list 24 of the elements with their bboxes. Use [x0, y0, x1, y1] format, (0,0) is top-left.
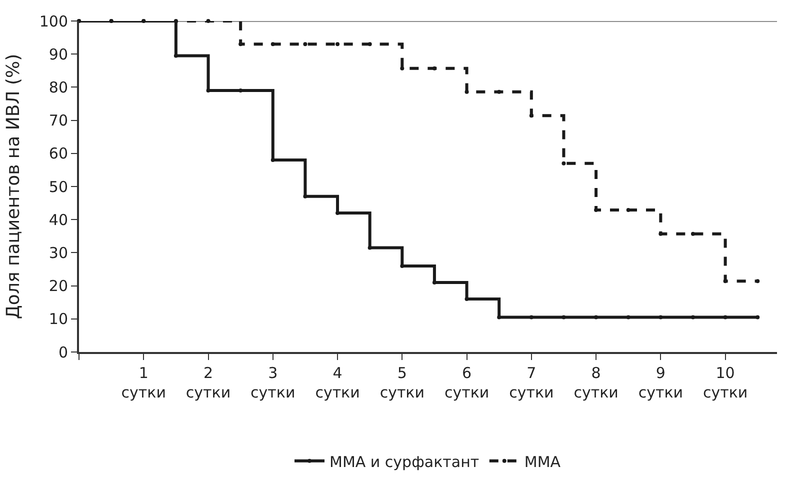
legend-label: ММА	[524, 452, 562, 471]
x-tick-label: 9 сутки	[638, 364, 684, 402]
y-tick-label: 0	[58, 343, 68, 362]
y-tick-label: 40	[48, 210, 68, 229]
y-tick-label: 90	[48, 45, 68, 64]
y-tick-label: 80	[48, 78, 68, 96]
x-tick-label: 10 сутки	[702, 364, 748, 402]
x-tick-label: 6 сутки	[444, 364, 490, 402]
y-tick-label: 50	[48, 178, 68, 196]
legend-label: ММА и сурфактант	[330, 452, 480, 471]
y-tick-label: 20	[48, 277, 68, 296]
y-tick-label: 100	[39, 12, 68, 30]
x-tick-label: 7 сутки	[509, 364, 554, 402]
y-tick-label: 10	[48, 310, 68, 328]
y-axis-title: Доля пациентов на ИВЛ (%)	[3, 54, 24, 320]
x-tick-label: 4 сутки	[315, 364, 360, 402]
x-tick-label: 5 сутки	[380, 364, 424, 402]
y-tick-label: 30	[48, 244, 68, 262]
y-tick-label: 60	[48, 144, 68, 163]
x-tick-label: 3 сутки	[250, 364, 296, 402]
x-tick-label: 8 сутки	[574, 364, 618, 402]
x-tick-label: 1 сутки	[121, 364, 166, 402]
x-tick-label: 2 сутки	[186, 364, 231, 402]
y-tick-label: 70	[48, 112, 68, 130]
